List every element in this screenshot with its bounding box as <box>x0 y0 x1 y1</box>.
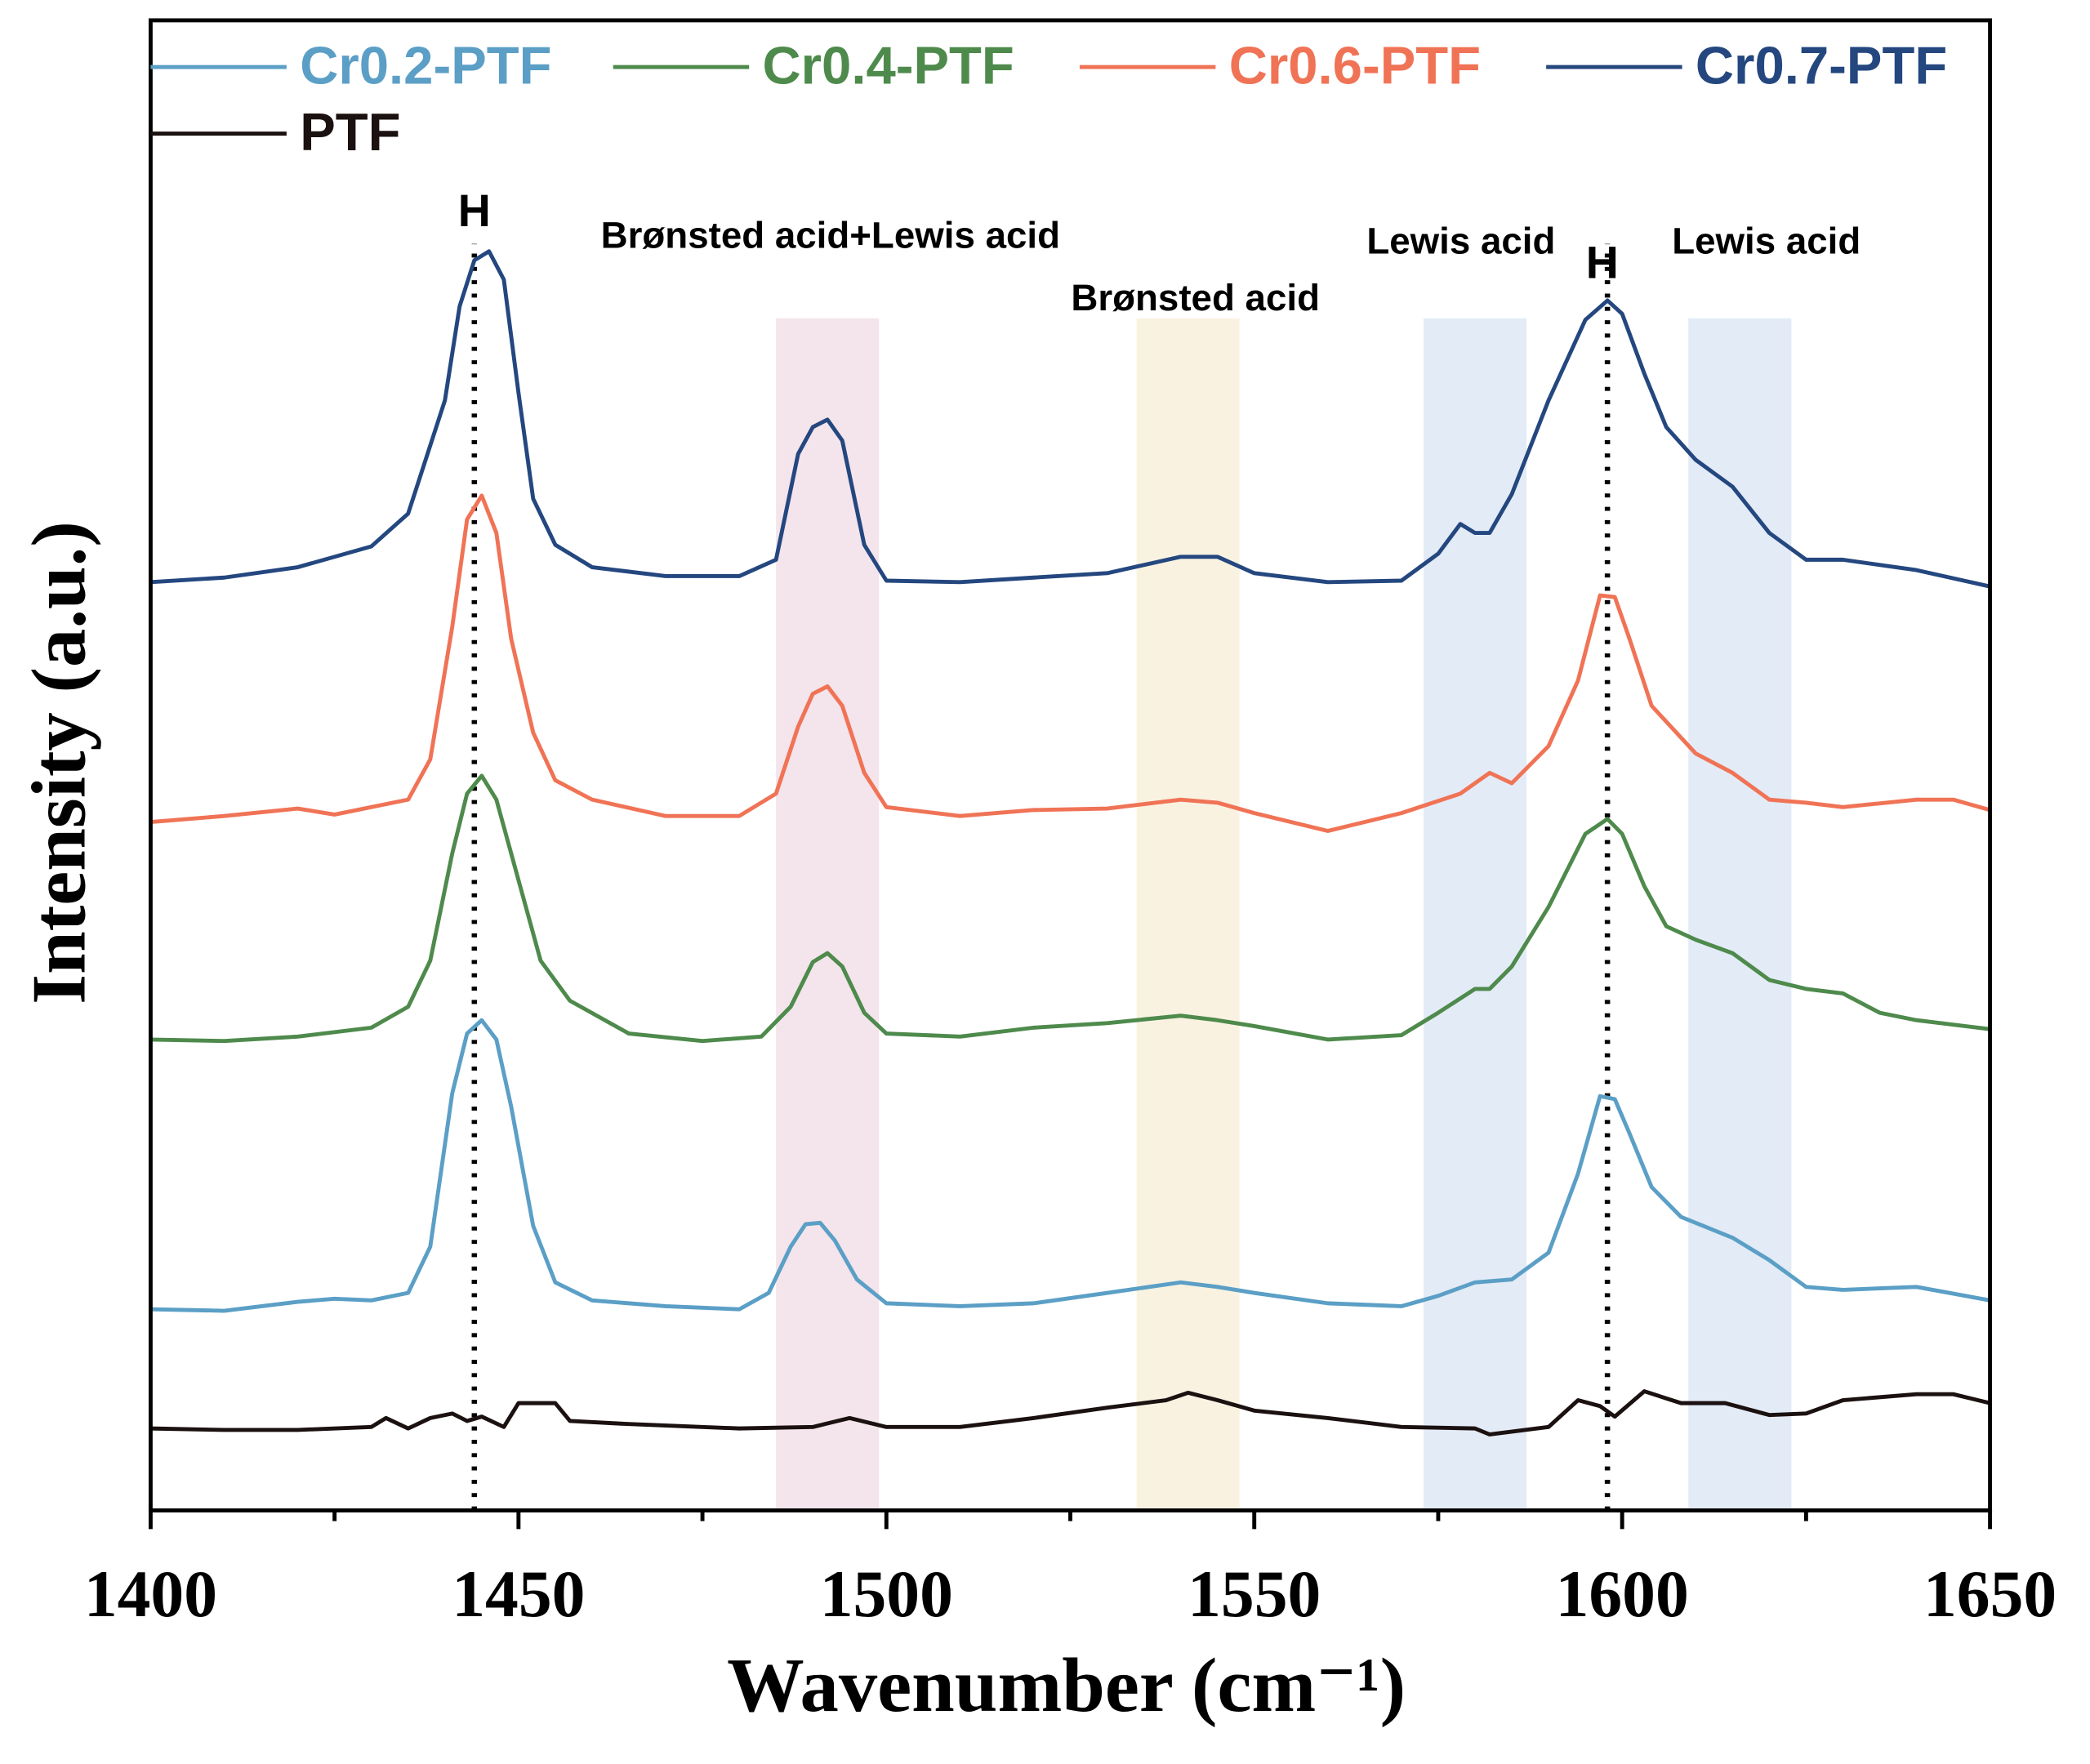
series-line <box>150 1389 1991 1437</box>
band <box>776 318 880 1511</box>
series-line <box>150 493 1991 833</box>
annotation: Brønsted acid+Lewis acid <box>601 214 1060 256</box>
band <box>1136 318 1240 1511</box>
series-line <box>150 1018 1991 1313</box>
annotation: Brønsted acid <box>1071 277 1320 318</box>
band <box>1423 318 1527 1511</box>
series-line <box>150 249 1991 589</box>
legend-label: Cr0.7-PTF <box>1696 36 1947 96</box>
legend-label: PTF <box>300 102 400 162</box>
annotation: Lewis acid <box>1672 220 1861 262</box>
x-tick-label: 1400 <box>84 1557 217 1631</box>
x-tick-label: 1550 <box>1188 1557 1321 1631</box>
annotation: H <box>1586 238 1619 288</box>
legend-label: Cr0.2-PTF <box>300 36 551 96</box>
x-axis-label: Wavenumber (cm⁻¹) <box>727 1643 1406 1728</box>
x-tick-label: 1450 <box>452 1557 585 1631</box>
legend-label: Cr0.4-PTF <box>763 36 1014 96</box>
series-line <box>150 773 1990 1044</box>
x-tick-label: 1600 <box>1556 1557 1689 1631</box>
annotation: H <box>458 185 491 236</box>
y-axis-label: Intensity (a.u.) <box>16 521 101 1004</box>
annotation: Lewis acid <box>1366 220 1555 262</box>
x-tick-label: 1500 <box>820 1557 953 1631</box>
x-tick-label: 1650 <box>1923 1557 2057 1631</box>
legend-label: Cr0.6-PTF <box>1229 36 1481 96</box>
band <box>1688 318 1792 1511</box>
